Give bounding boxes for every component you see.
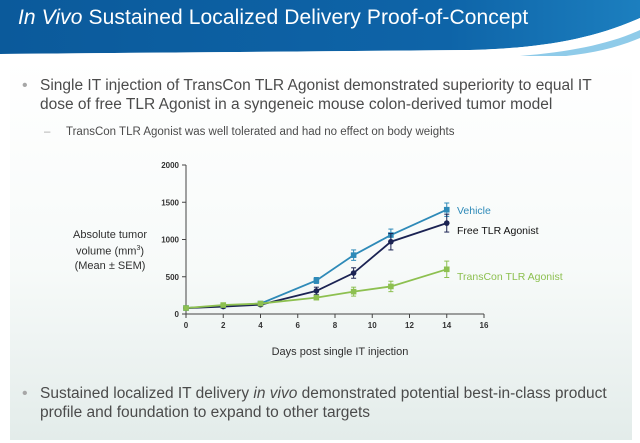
x-tick-label: 2: [221, 321, 226, 330]
bullet-best-in-class: • Sustained localized IT delivery in viv…: [22, 384, 620, 422]
y-tick-label: 1500: [161, 198, 179, 207]
y-axis-label: Absolute tumor volume (mm3) (Mean ± SEM): [62, 228, 158, 273]
data-point-free-tlr-agonist: [313, 288, 320, 294]
data-point-vehicle: [443, 206, 450, 213]
data-point-transcon-tlr-agonist: [350, 288, 357, 295]
content-panel: [10, 58, 632, 440]
x-tick-label: 14: [442, 321, 451, 330]
sub-bullet-text: TransCon TLR Agonist was well tolerated …: [66, 126, 455, 138]
bullet-dot-icon: •: [22, 77, 28, 94]
legend-free-tlr-agonist: Free TLR Agonist: [457, 225, 539, 237]
bullet-dot-icon: •: [22, 385, 28, 402]
data-point-transcon-tlr-agonist: [443, 266, 450, 273]
data-point-transcon-tlr-agonist: [313, 294, 320, 301]
data-point-vehicle: [313, 277, 320, 284]
y-tick-label: 2000: [161, 161, 179, 170]
y-tick-label: 0: [175, 310, 180, 319]
y-axis-label-line3: (Mean ± SEM): [74, 259, 146, 272]
x-tick-label: 6: [296, 321, 301, 330]
data-point-transcon-tlr-agonist: [257, 300, 264, 307]
y-axis-label-superscript: 3: [136, 245, 141, 252]
sub-bullet-dash-icon: –: [44, 126, 51, 138]
data-point-free-tlr-agonist: [350, 270, 357, 276]
header-accent-swoosh: [520, 30, 640, 56]
data-point-free-tlr-agonist: [388, 238, 394, 245]
legend-transcon-tlr-agonist: TransCon TLR Agonist: [457, 271, 563, 283]
legend-vehicle: Vehicle: [457, 205, 491, 217]
y-axis-label-line2: volume (mm: [75, 245, 137, 258]
y-tick-label: 1000: [161, 236, 179, 245]
header-banner: [0, 0, 640, 56]
x-tick-label: 12: [405, 321, 414, 330]
slide-title: In Vivo Sustained Localized Delivery Pro…: [18, 6, 528, 30]
title-text: Sustained Localized Delivery Proof-of-Co…: [82, 6, 529, 29]
bullet-best-in-class-text-a: Sustained localized IT delivery: [40, 385, 254, 402]
data-point-transcon-tlr-agonist: [183, 305, 189, 311]
bullet-best-in-class-text-b: demonstrated potential best-in-class pro…: [40, 385, 607, 421]
y-tick-label: 500: [166, 273, 180, 282]
data-point-transcon-tlr-agonist: [388, 283, 394, 290]
x-tick-label: 16: [480, 321, 489, 330]
x-tick-label: 10: [368, 321, 377, 330]
x-tick-label: 8: [333, 321, 338, 330]
y-axis-label-line1: Absolute tumor: [73, 229, 147, 241]
data-point-transcon-tlr-agonist: [220, 302, 227, 308]
bullet-superiority: • Single IT injection of TransCon TLR Ag…: [22, 76, 620, 114]
slide-header: In Vivo Sustained Localized Delivery Pro…: [0, 0, 640, 56]
bullet-superiority-text: Single IT injection of TransCon TLR Agon…: [40, 77, 592, 113]
x-tick-label: 4: [258, 321, 263, 330]
title-italic: In Vivo: [18, 6, 83, 29]
data-point-free-tlr-agonist: [443, 220, 450, 226]
bullet-best-in-class-italic: in vivo: [253, 385, 298, 402]
sub-bullet-tolerated: – TransCon TLR Agonist was well tolerate…: [44, 126, 455, 138]
x-tick-label: 0: [184, 321, 189, 330]
y-axis-label-line2-end: ): [140, 245, 145, 258]
header-band: [0, 0, 640, 54]
x-axis-label: Days post single IT injection: [271, 346, 409, 358]
data-point-vehicle: [350, 252, 357, 258]
